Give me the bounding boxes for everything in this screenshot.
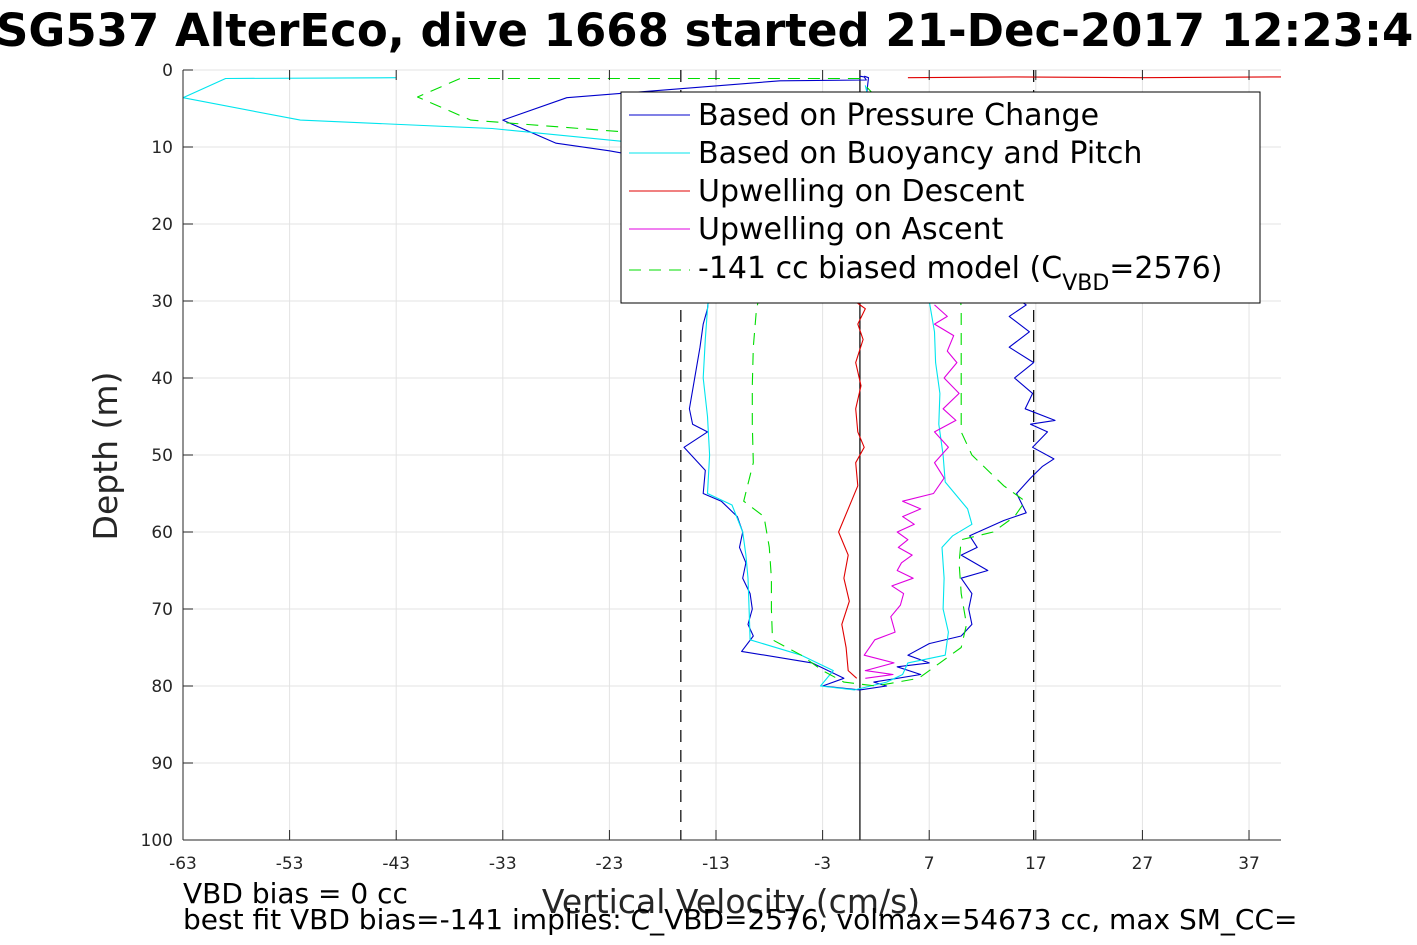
y-tick-label: 30 — [151, 292, 173, 312]
legend-label-buoyancy: Based on Buoyancy and Pitch — [698, 136, 1142, 171]
x-tick-label: 37 — [1238, 854, 1260, 874]
y-tick-label: 10 — [151, 138, 173, 158]
y-tick-label: 0 — [162, 61, 173, 81]
legend-label-pressure: Based on Pressure Change — [698, 98, 1099, 133]
legend-item-pressure: Based on Pressure Change — [629, 98, 1099, 133]
y-tick-label: 90 — [151, 754, 173, 774]
y-tick-label: 60 — [151, 523, 173, 543]
chart-title: SG537 AlterEco, dive 1668 started 21-Dec… — [0, 4, 1413, 57]
legend-label-biased-main: -141 cc biased model (C — [698, 251, 1062, 286]
footer-best-fit: best fit VBD bias=-141 implies: C_VBD=25… — [183, 903, 1297, 936]
legend-item-buoyancy: Based on Buoyancy and Pitch — [629, 136, 1142, 171]
y-tick-labels: 0 10 20 30 40 50 60 70 80 90 100 — [141, 61, 193, 851]
legend-label-upwelling-ascent: Upwelling on Ascent — [698, 212, 1004, 247]
legend-label-biased-model: -141 cc biased model (CVBD=2576) — [698, 251, 1222, 296]
y-tick-label: 40 — [151, 369, 173, 389]
y-tick-label: 20 — [151, 215, 173, 235]
y-tick-label: 50 — [151, 446, 173, 466]
x-tick-label: -53 — [276, 854, 304, 874]
x-tick-label: 27 — [1132, 854, 1154, 874]
legend-item-upwelling-descent: Upwelling on Descent — [629, 174, 1025, 209]
y-tick-label: 70 — [151, 600, 173, 620]
series-line-0 — [502, 75, 1056, 691]
x-tick-label: -23 — [596, 854, 624, 874]
legend-label-biased-sub: VBD — [1062, 271, 1109, 296]
x-tick-label: -3 — [814, 854, 831, 874]
x-axis-label: Vertical Velocity (cm/s) — [542, 882, 920, 921]
y-tick-label: 100 — [141, 831, 173, 851]
legend-item-biased-model: -141 cc biased model (CVBD=2576) — [629, 251, 1222, 296]
x-tick-label: -13 — [702, 854, 730, 874]
legend: Based on Pressure Change Based on Buoyan… — [620, 91, 1261, 304]
legend-label-upwelling-descent: Upwelling on Descent — [698, 174, 1025, 209]
y-tick-label: 80 — [151, 677, 173, 697]
legend-box — [620, 91, 1261, 304]
x-tick-label: 17 — [1025, 854, 1047, 874]
x-tick-label: 7 — [924, 854, 935, 874]
footer-vbd-bias: VBD bias = 0 cc — [183, 877, 408, 910]
x-tick-label: -63 — [169, 854, 197, 874]
legend-label-biased-end: =2576) — [1109, 251, 1222, 286]
x-tick-labels: -63 -53 -43 -33 -23 -13 -3 7 17 27 37 — [169, 70, 1260, 874]
series-line-4 — [416, 77, 1026, 687]
series-line-3 — [863, 304, 960, 679]
x-tick-label: -33 — [489, 854, 517, 874]
x-tick-label: -43 — [382, 854, 410, 874]
y-axis-label: Depth (m) — [86, 372, 125, 541]
legend-item-upwelling-ascent: Upwelling on Ascent — [629, 212, 1004, 247]
